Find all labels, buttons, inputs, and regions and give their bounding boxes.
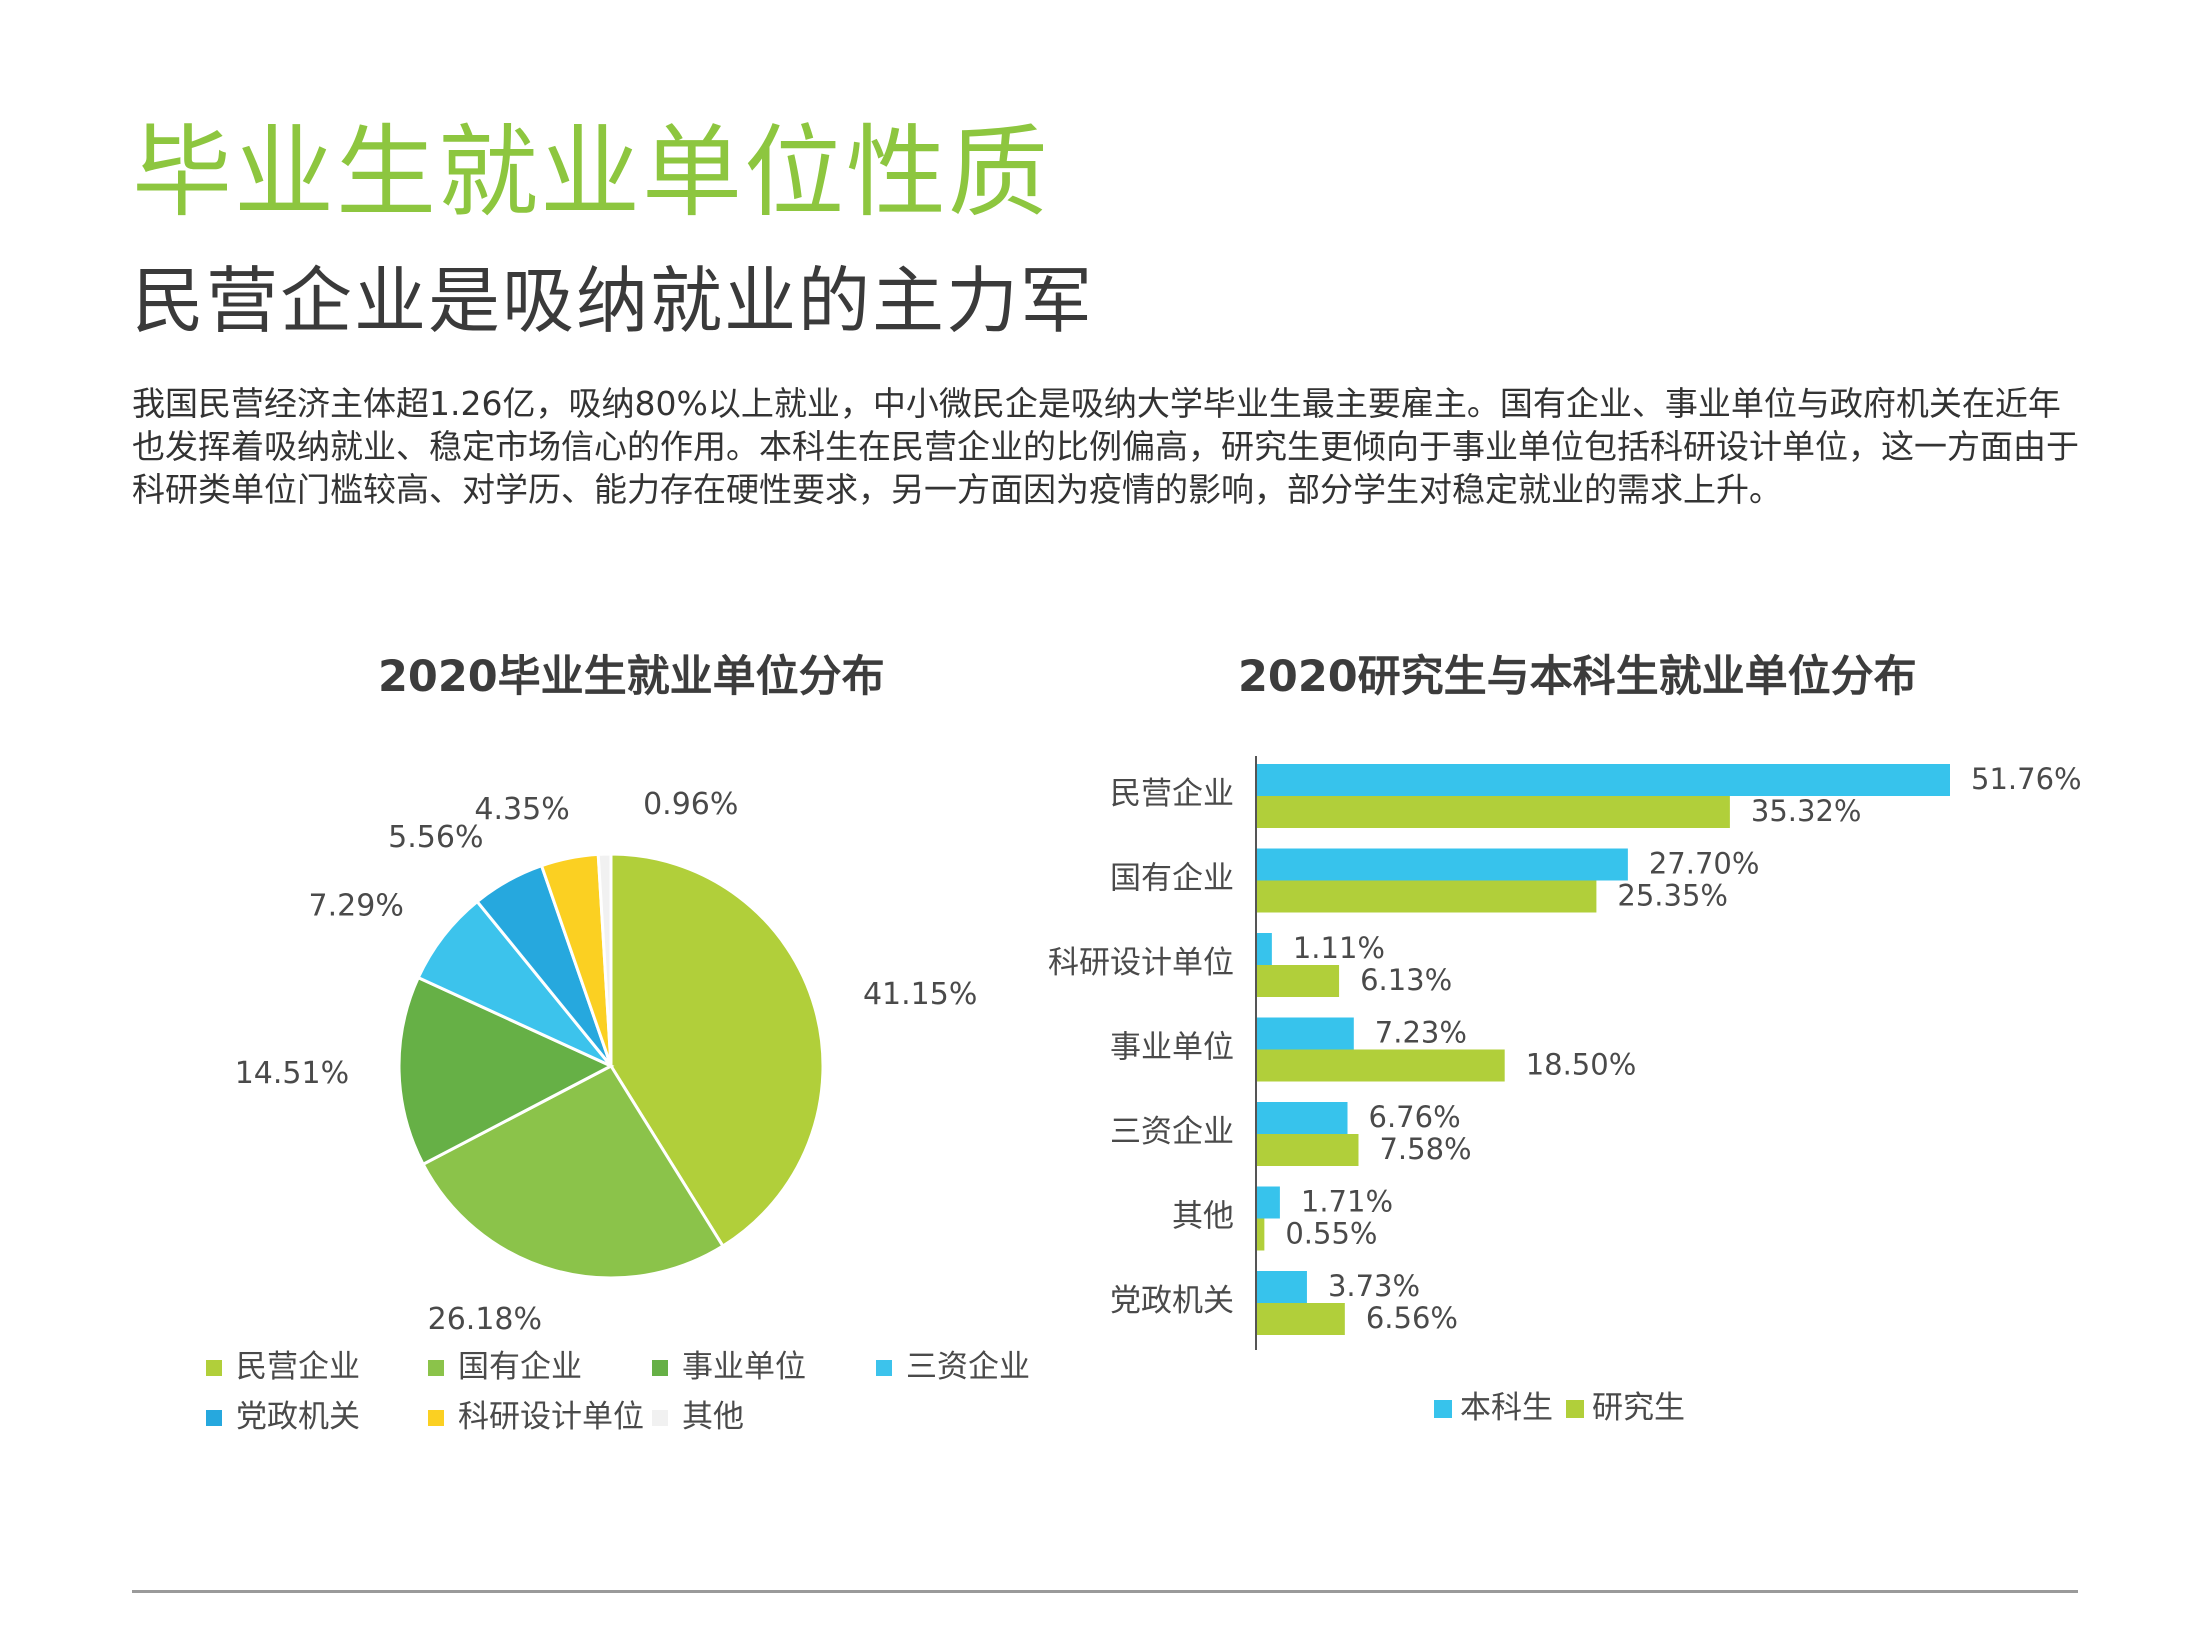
bar-category-label-1: 民营企业 — [1110, 776, 1234, 812]
bar-graduate-2 — [1257, 880, 1597, 913]
pie-slice-7 — [596, 852, 613, 1067]
pie-legend-swatch-6 — [428, 1410, 444, 1426]
bar-graduate-6 — [1257, 1218, 1265, 1251]
bar-category-label-4: 事业单位 — [1110, 1030, 1234, 1066]
pie-slice-2 — [421, 1064, 725, 1280]
bar-undergrad-3 — [1257, 933, 1272, 965]
bar-value-label-undergrad-2: 27.70% — [1649, 847, 1760, 881]
bar-category-label-5: 三资企业 — [1110, 1114, 1234, 1150]
bar-category-label-2: 国有企业 — [1110, 861, 1234, 897]
bar-value-label-undergrad-5: 6.76% — [1369, 1100, 1461, 1134]
bar-value-label-graduate-4: 18.50% — [1526, 1048, 1637, 1082]
bar-undergrad-7 — [1257, 1271, 1307, 1303]
pie-value-label-1: 41.15% — [863, 977, 977, 1012]
body-paragraph: 我国民营经济主体超1.26亿，吸纳80%以上就业，中小微民企是吸纳大学毕业生最主… — [132, 384, 2079, 509]
bar-graduate-7 — [1257, 1303, 1345, 1335]
bar-undergrad-2 — [1257, 848, 1628, 881]
pie-legend-label-4: 三资企业 — [906, 1349, 1030, 1385]
pie-legend-label-6: 科研设计单位 — [458, 1399, 644, 1435]
pie-value-label-4: 7.29% — [309, 889, 404, 924]
bar-chart-title: 2020研究生与本科生就业单位分布 — [1238, 652, 1917, 702]
bar-value-label-graduate-2: 25.35% — [1617, 879, 1728, 913]
page-title: 毕业生就业单位性质 — [132, 114, 1050, 231]
pie-value-label-7: 0.96% — [643, 787, 738, 822]
bar-category-label-6: 其他 — [1172, 1199, 1234, 1235]
bar-graduate-1 — [1257, 796, 1730, 828]
pie-chart: 41.15% 26.18% 14.51% 7.29% 5.56%4.35% 0.96% 民营… — [206, 787, 1030, 1435]
bar-legend-swatch-2 — [1566, 1400, 1584, 1418]
bar-value-label-undergrad-3: 1.11% — [1293, 931, 1385, 965]
pie-legend-label-5: 党政机关 — [236, 1399, 360, 1435]
pie-legend-label-1: 民营企业 — [236, 1349, 360, 1385]
bar-category-label-7: 党政机关 — [1110, 1283, 1234, 1319]
pie-legend-swatch-4 — [876, 1360, 892, 1376]
bar-graduate-5 — [1257, 1134, 1359, 1166]
pie-legend-swatch-5 — [206, 1410, 222, 1426]
pie-slice-4 — [416, 899, 613, 1068]
bar-value-label-graduate-5: 7.58% — [1379, 1132, 1471, 1166]
pie-legend-swatch-1 — [206, 1360, 222, 1376]
bar-value-label-graduate-7: 6.56% — [1366, 1301, 1458, 1335]
footer-divider — [132, 1590, 2078, 1593]
pie-slice-3 — [397, 975, 615, 1167]
bar-undergrad-1 — [1257, 764, 1950, 796]
pie-chart-title: 2020毕业生就业单位分布 — [378, 652, 885, 702]
pie-legend-label-7: 其他 — [682, 1399, 744, 1435]
pie-legend-label-3: 事业单位 — [682, 1349, 806, 1385]
pie-legend-swatch-3 — [652, 1360, 668, 1376]
bar-value-label-undergrad-6: 1.71% — [1301, 1185, 1393, 1219]
bar-undergrad-6 — [1257, 1186, 1280, 1219]
pie-value-label-5: 5.56% — [388, 820, 483, 855]
pie-value-label-2: 26.18% — [428, 1302, 542, 1337]
bar-undergrad-4 — [1257, 1017, 1354, 1050]
bar-chart: 民营企业 51.76% 35.32% 国有企业 27.70%25.35% 科研设计单位 1.… — [1048, 756, 2082, 1426]
pie-legend-swatch-2 — [428, 1360, 444, 1376]
pie-legend-swatch-7 — [652, 1410, 668, 1426]
bar-value-label-graduate-1: 35.32% — [1751, 794, 1862, 828]
bar-graduate-4 — [1257, 1049, 1505, 1082]
pie-value-label-6: 4.35% — [474, 792, 569, 827]
bar-value-label-graduate-6: 0.55% — [1285, 1217, 1377, 1251]
bar-value-label-undergrad-4: 7.23% — [1375, 1016, 1467, 1050]
pie-legend-label-2: 国有企业 — [458, 1349, 582, 1385]
page-subtitle: 民营企业是吸纳就业的主力军 — [132, 259, 1095, 343]
bar-graduate-3 — [1257, 965, 1340, 997]
bar-value-label-undergrad-7: 3.73% — [1328, 1269, 1420, 1303]
pie-value-label-3: 14.51% — [235, 1056, 349, 1091]
pie-slice-1 — [609, 852, 825, 1249]
bar-legend-label-2: 研究生 — [1592, 1390, 1685, 1426]
bar-undergrad-5 — [1257, 1102, 1348, 1134]
bar-category-label-3: 科研设计单位 — [1048, 945, 1234, 981]
bar-value-label-undergrad-1: 51.76% — [1971, 762, 2082, 796]
bar-value-label-graduate-3: 6.13% — [1360, 963, 1452, 997]
bar-legend-swatch-1 — [1434, 1400, 1452, 1418]
bar-legend-label-1: 本科生 — [1460, 1390, 1553, 1426]
